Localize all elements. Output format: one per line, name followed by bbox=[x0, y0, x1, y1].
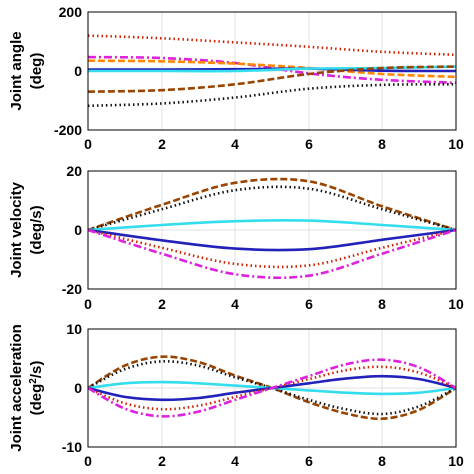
y-tick-label: -20 bbox=[62, 281, 82, 297]
panel-joint-acceleration: 10 0 -10 0 2 4 6 8 10 Joint acceleration… bbox=[8, 321, 464, 469]
x-tick-label: 4 bbox=[231, 136, 239, 152]
y-axis-label-unit: (deg/s) bbox=[28, 205, 45, 254]
series-line-5 bbox=[87, 228, 457, 269]
x-tick-label: 2 bbox=[158, 136, 166, 152]
y-axis-label-unit: (deg2/s) bbox=[28, 361, 46, 416]
y-tick-label: -10 bbox=[62, 439, 82, 455]
y-tick-label: 10 bbox=[66, 321, 82, 337]
series-line-3 bbox=[87, 59, 457, 79]
series-layer-angle bbox=[87, 34, 457, 108]
series-line-4 bbox=[87, 228, 457, 252]
y-tick-label: 200 bbox=[59, 4, 83, 20]
series-line-6 bbox=[87, 65, 457, 93]
x-tick-label: 6 bbox=[305, 453, 313, 469]
plot-frame bbox=[87, 170, 457, 290]
series-line-6 bbox=[87, 358, 457, 418]
x-tick-label: 4 bbox=[231, 296, 239, 312]
y-tick-label: 0 bbox=[74, 380, 82, 396]
series-line-3 bbox=[87, 218, 457, 232]
x-tick-label: 10 bbox=[448, 136, 464, 152]
x-tick-label: 0 bbox=[84, 453, 92, 469]
x-tick-label: 6 bbox=[305, 296, 313, 312]
y-tick-label: 0 bbox=[74, 63, 82, 79]
y-tick-label: 0 bbox=[74, 222, 82, 238]
x-tick-label: 4 bbox=[231, 453, 239, 469]
series-layer-velocity bbox=[87, 177, 457, 280]
panel-joint-angle: 200 0 -200 0 2 4 6 8 10 Joint angle (deg… bbox=[8, 4, 464, 152]
series-line-2 bbox=[87, 360, 457, 416]
series-layer-acceleration bbox=[87, 355, 457, 421]
y-axis-label-unit: (deg) bbox=[28, 53, 45, 90]
x-tick-label: 0 bbox=[84, 136, 92, 152]
y-axis-label: Joint velocity bbox=[8, 181, 25, 278]
plot-frame bbox=[87, 11, 457, 131]
x-tick-label: 0 bbox=[84, 296, 92, 312]
x-tick-label: 6 bbox=[305, 136, 313, 152]
x-tick-label: 2 bbox=[158, 296, 166, 312]
y-tick-label: 20 bbox=[66, 163, 82, 179]
y-axis-label: Joint angle bbox=[8, 31, 25, 110]
series-line-2 bbox=[87, 55, 457, 85]
series-line-1 bbox=[87, 34, 457, 57]
panel-joint-velocity: 20 0 -20 0 2 4 6 8 10 Joint velocity (de… bbox=[8, 163, 464, 312]
plot-frame bbox=[87, 328, 457, 448]
x-tick-label: 10 bbox=[448, 453, 464, 469]
series-line-2 bbox=[87, 185, 457, 232]
x-tick-label: 8 bbox=[378, 296, 386, 312]
x-tick-label: 10 bbox=[448, 296, 464, 312]
x-tick-label: 8 bbox=[378, 136, 386, 152]
x-tick-label: 8 bbox=[378, 453, 386, 469]
x-tick-label: 2 bbox=[158, 453, 166, 469]
y-tick-label: -200 bbox=[54, 122, 82, 138]
y-axis-label: Joint acceleration bbox=[8, 324, 25, 452]
series-line-1 bbox=[87, 177, 457, 232]
series-line-7 bbox=[87, 83, 457, 108]
series-line-6 bbox=[87, 228, 457, 280]
